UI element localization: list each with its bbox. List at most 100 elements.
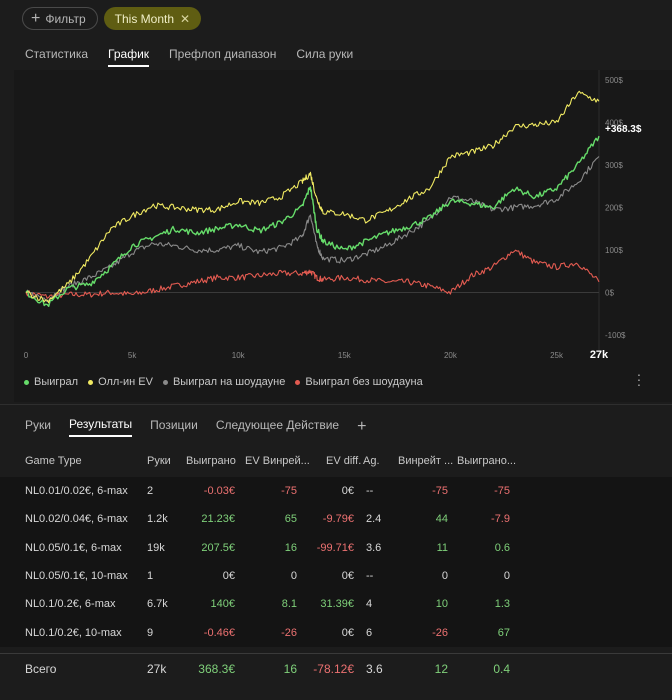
tab-2[interactable]: Префлоп диапазон bbox=[169, 47, 277, 61]
column-header[interactable]: Выиграно... bbox=[457, 455, 516, 467]
table-cell: 2.4 bbox=[366, 513, 382, 526]
table-cell: 0 bbox=[290, 570, 297, 583]
active-filter-chip[interactable]: This Month ✕ bbox=[103, 7, 202, 30]
table-cell: NL0.02/0.04€, 6-max bbox=[25, 513, 128, 526]
table-cell: -- bbox=[366, 570, 374, 583]
table-cell: 19k bbox=[147, 541, 165, 554]
table-cell: 12 bbox=[434, 661, 448, 676]
tab-3[interactable]: Сила руки bbox=[296, 47, 354, 61]
tab-0[interactable]: Статистика bbox=[25, 47, 89, 61]
table-cell: 9 bbox=[147, 626, 154, 639]
column-header[interactable]: Винрейт ... bbox=[398, 455, 454, 467]
table-cell: NL0.1/0.2€, 10-max bbox=[25, 626, 122, 639]
legend-item-2[interactable]: Выиграл на шоудауне bbox=[162, 376, 285, 388]
column-header[interactable]: Ag. bbox=[363, 455, 380, 467]
table-row[interactable]: NL0.1/0.2€, 6-max 6.7k 140€ 8.1 31.39€ 4 10 1.3 bbox=[0, 590, 672, 618]
column-header[interactable]: Game Type bbox=[25, 455, 82, 467]
table-cell: 11 bbox=[436, 541, 448, 554]
table-cell: 0€ bbox=[341, 485, 354, 498]
chart-legend: Выиграл Олл-ин EV Выиграл на шоудауне Выигр… bbox=[24, 376, 423, 388]
table-cell: -0.03€ bbox=[203, 485, 235, 498]
table-cell: 6.7k bbox=[147, 598, 168, 611]
table-row[interactable]: NL0.1/0.2€, 10-max 9 -0.46€ -26 0€ 6 -26 67 bbox=[0, 618, 672, 646]
y-tick-label: 300$ bbox=[605, 161, 623, 170]
column-header[interactable]: EV Винрей... bbox=[245, 455, 310, 467]
legend-item-0[interactable]: Выиграл bbox=[24, 376, 78, 388]
winnings-chart: 500$ 400$ 300$ 200$ 100$ 0$ -100$ 0 5k 10k 15k 20k 2… bbox=[24, 70, 642, 361]
series-line-3 bbox=[25, 249, 600, 300]
table-cell: 16 bbox=[284, 541, 297, 554]
more-options-icon[interactable]: · · · bbox=[636, 366, 642, 392]
column-header[interactable]: Руки bbox=[147, 455, 171, 467]
add-filter-label: Фильтр bbox=[45, 11, 86, 26]
results-table: NL0.01/0.02€, 6-max 2 -0.03€ -75 0€ -- -75 -75 N… bbox=[0, 477, 672, 647]
table-cell: -99.71€ bbox=[316, 541, 354, 554]
close-icon[interactable]: ✕ bbox=[180, 11, 191, 26]
table-row[interactable]: NL0.01/0.02€, 6-max 2 -0.03€ -75 0€ -- -75 -75 bbox=[0, 477, 672, 505]
legend-dot-icon bbox=[88, 379, 94, 385]
table-cell: 31.39€ bbox=[320, 598, 354, 611]
bottom-tab-1[interactable]: Результаты bbox=[68, 417, 133, 437]
table-cell: 44 bbox=[435, 513, 448, 526]
table-cell: 0.4 bbox=[493, 661, 510, 676]
table-cell: 27k bbox=[147, 661, 167, 676]
final-value-label: +368.3$ bbox=[605, 124, 642, 135]
table-cell: 0.6 bbox=[494, 541, 510, 554]
legend-label: Выиграл без шоудауна bbox=[305, 376, 423, 388]
bottom-tab-0[interactable]: Руки bbox=[25, 418, 51, 432]
table-cell: -0.46€ bbox=[203, 626, 235, 639]
table-cell: 207.5€ bbox=[201, 541, 235, 554]
table-cell: 368.3€ bbox=[198, 661, 235, 676]
table-cell: 0€ bbox=[341, 570, 354, 583]
y-tick-label: 100$ bbox=[605, 246, 623, 255]
add-filter-button[interactable]: + Фильтр bbox=[22, 7, 98, 30]
table-cell: NL0.1/0.2€, 6-max bbox=[25, 598, 116, 611]
table-cell: 21.23€ bbox=[201, 513, 235, 526]
table-cell: NL0.01/0.02€, 6-max bbox=[25, 485, 128, 498]
table-row[interactable]: NL0.02/0.04€, 6-max 1.2k 21.23€ 65 -9.79€ 2.4… bbox=[0, 505, 672, 533]
series-line-2 bbox=[25, 156, 600, 303]
legend-label: Олл-ин EV bbox=[98, 376, 153, 388]
x-tick-label: 0 bbox=[24, 351, 29, 360]
x-tick-label: 25k bbox=[550, 351, 564, 360]
table-cell: 1.3 bbox=[494, 598, 510, 611]
table-cell: -75 bbox=[494, 485, 510, 498]
results-tabs: Руки Результаты Позиции Следующее Действие + bbox=[25, 417, 366, 437]
table-cell: 10 bbox=[435, 598, 448, 611]
table-row[interactable]: NL0.05/0.1€, 10-max 1 0€ 0 0€ -- 0 0 bbox=[0, 562, 672, 590]
table-cell: -75 bbox=[432, 485, 448, 498]
column-header[interactable]: Выиграно bbox=[186, 455, 236, 467]
x-tick-current: 27k bbox=[590, 349, 609, 361]
table-cell: 8.1 bbox=[281, 598, 297, 611]
table-row[interactable]: NL0.05/0.1€, 6-max 19k 207.5€ 16 -99.71€ 3.6 1… bbox=[0, 534, 672, 562]
active-filter-label: This Month bbox=[114, 11, 175, 26]
stats-tabs: Статистика График Префлоп диапазон Сила рук… bbox=[25, 47, 353, 67]
x-tick-label: 5k bbox=[128, 351, 137, 360]
table-cell: 0 bbox=[441, 570, 448, 583]
table-cell: 65 bbox=[284, 513, 297, 526]
x-tick-label: 15k bbox=[338, 351, 352, 360]
add-tab-icon[interactable]: + bbox=[357, 418, 367, 435]
table-cell: -7.9 bbox=[491, 513, 510, 526]
y-tick-label: 200$ bbox=[605, 204, 623, 213]
table-cell: 1 bbox=[147, 570, 154, 583]
table-cell: -78.12€ bbox=[313, 661, 354, 676]
table-cell: -9.79€ bbox=[322, 513, 354, 526]
legend-item-1[interactable]: Олл-ин EV bbox=[88, 376, 153, 388]
column-header[interactable]: EV diff. bbox=[326, 455, 362, 467]
table-cell: Всего bbox=[25, 661, 57, 676]
bottom-tab-3[interactable]: Следующее Действие bbox=[215, 418, 340, 432]
y-tick-label: 500$ bbox=[605, 76, 623, 85]
bottom-tab-2[interactable]: Позиции bbox=[150, 418, 198, 432]
legend-item-3[interactable]: Выиграл без шоудауна bbox=[295, 376, 423, 388]
tab-1[interactable]: График bbox=[108, 47, 150, 67]
divider bbox=[0, 404, 672, 405]
table-header: Game Type Руки Выиграно EV Винрей... EV diff… bbox=[0, 450, 672, 472]
legend-dot-icon bbox=[24, 379, 29, 385]
series-line-0 bbox=[25, 135, 600, 307]
table-cell: -26 bbox=[432, 626, 448, 639]
totals-row: Всего 27k 368.3€ 16 -78.12€ 3.6 12 0.4 bbox=[0, 653, 672, 683]
table-cell: 6 bbox=[366, 626, 373, 639]
y-tick-label: -100$ bbox=[605, 331, 626, 340]
legend-dot-icon bbox=[162, 379, 168, 385]
